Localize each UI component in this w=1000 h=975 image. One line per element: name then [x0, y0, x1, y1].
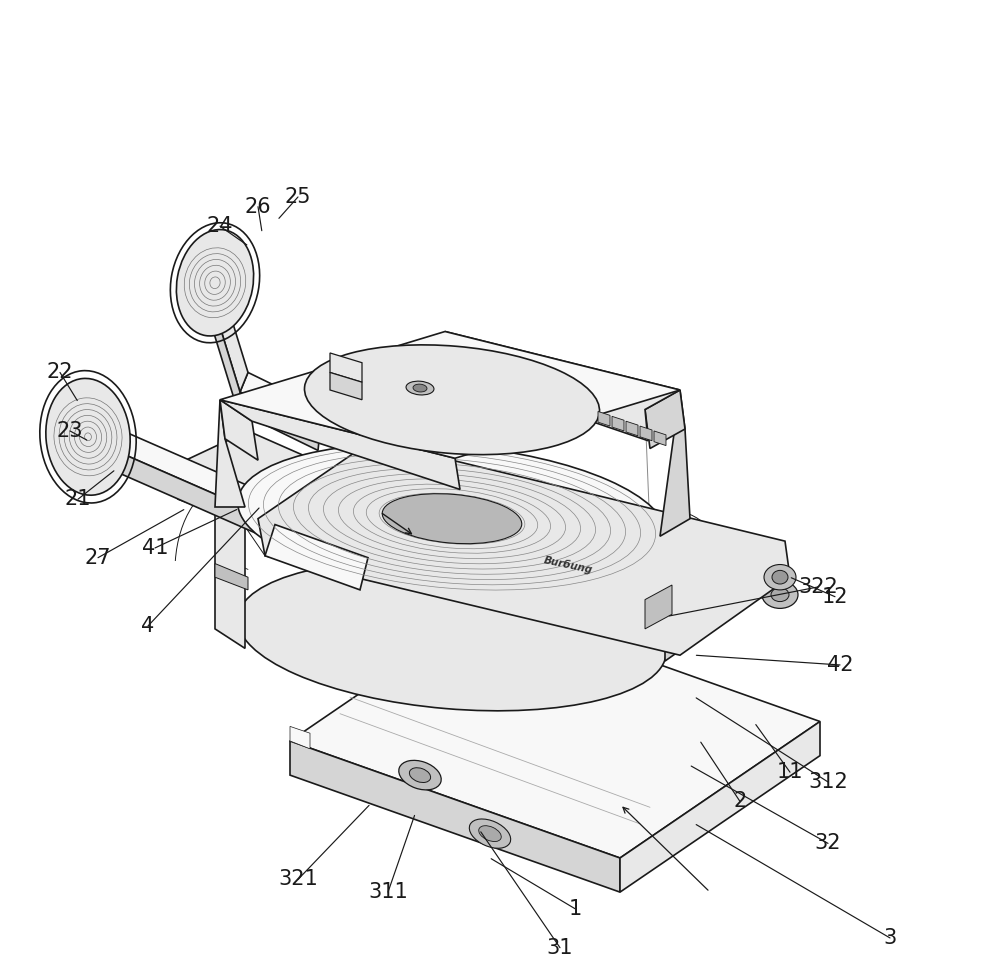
Text: 32: 32	[815, 834, 841, 853]
Polygon shape	[640, 426, 652, 441]
Polygon shape	[330, 353, 362, 382]
Ellipse shape	[409, 767, 431, 783]
Polygon shape	[645, 390, 685, 448]
Ellipse shape	[772, 570, 788, 584]
Polygon shape	[265, 525, 368, 590]
Text: Burбung: Burбung	[543, 555, 593, 576]
Polygon shape	[626, 421, 638, 436]
Ellipse shape	[479, 826, 501, 841]
Ellipse shape	[238, 561, 666, 711]
Text: 312: 312	[808, 772, 848, 792]
Text: 1: 1	[568, 899, 582, 918]
Text: 21: 21	[65, 489, 91, 509]
Text: 24: 24	[207, 216, 233, 236]
Polygon shape	[215, 400, 245, 507]
Ellipse shape	[238, 444, 666, 594]
Ellipse shape	[764, 565, 796, 590]
Polygon shape	[290, 726, 310, 749]
Polygon shape	[238, 392, 320, 450]
Ellipse shape	[399, 760, 441, 790]
Text: 23: 23	[57, 421, 83, 441]
Text: 42: 42	[827, 655, 853, 675]
Polygon shape	[612, 416, 624, 431]
Polygon shape	[215, 507, 245, 648]
Text: 311: 311	[368, 882, 408, 902]
Polygon shape	[210, 275, 248, 392]
Polygon shape	[290, 604, 820, 858]
Ellipse shape	[176, 229, 254, 336]
Text: 322: 322	[798, 577, 838, 597]
Text: 22: 22	[47, 363, 73, 382]
Text: 11: 11	[777, 762, 803, 782]
Polygon shape	[645, 585, 672, 629]
Text: 41: 41	[142, 538, 168, 558]
Polygon shape	[115, 431, 368, 558]
Polygon shape	[330, 372, 362, 400]
Ellipse shape	[413, 384, 427, 392]
Text: 4: 4	[141, 616, 155, 636]
Polygon shape	[220, 332, 680, 458]
Text: 12: 12	[822, 587, 848, 606]
Polygon shape	[112, 450, 360, 577]
Polygon shape	[240, 372, 328, 431]
Text: 31: 31	[547, 938, 573, 957]
Polygon shape	[290, 741, 620, 892]
Polygon shape	[258, 441, 790, 655]
Ellipse shape	[46, 378, 130, 495]
Polygon shape	[660, 390, 690, 536]
Text: 26: 26	[245, 197, 271, 216]
Text: 27: 27	[85, 548, 111, 567]
Polygon shape	[654, 431, 666, 446]
Polygon shape	[165, 431, 372, 566]
Polygon shape	[58, 408, 123, 450]
Text: 25: 25	[285, 187, 311, 207]
Polygon shape	[215, 564, 248, 590]
Ellipse shape	[406, 381, 434, 395]
Polygon shape	[598, 411, 610, 426]
Polygon shape	[220, 400, 460, 489]
Ellipse shape	[771, 588, 789, 602]
Ellipse shape	[762, 581, 798, 608]
Ellipse shape	[469, 819, 511, 848]
Ellipse shape	[382, 493, 522, 544]
Polygon shape	[220, 400, 258, 460]
Text: 3: 3	[883, 928, 897, 948]
Polygon shape	[445, 332, 680, 441]
Text: 321: 321	[278, 870, 318, 889]
Polygon shape	[665, 519, 690, 661]
Text: 2: 2	[733, 792, 747, 811]
Polygon shape	[208, 294, 240, 411]
Ellipse shape	[304, 345, 600, 454]
Polygon shape	[620, 722, 820, 892]
